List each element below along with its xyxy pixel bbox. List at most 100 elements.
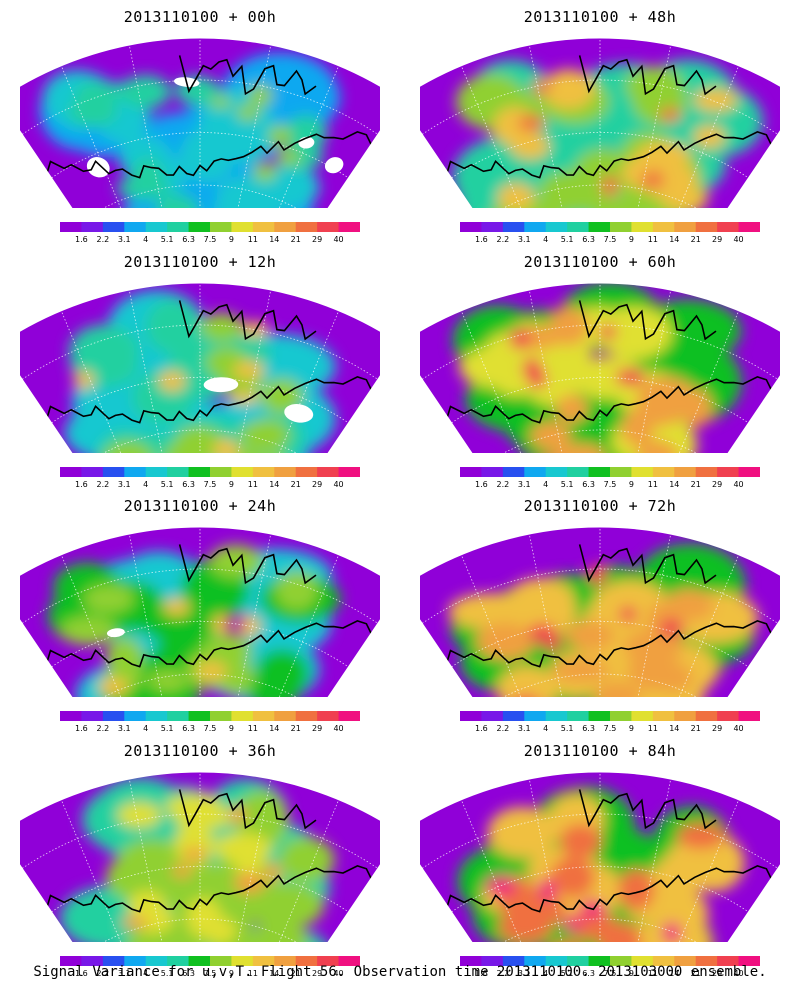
coastline (46, 55, 372, 179)
colorbar-bin (610, 222, 632, 232)
colorbar-bin (738, 222, 760, 232)
map-panel: 2013110100 + 84h 1.6 2.2 3.1 4 5.1 6.3 7.5 9 11 14… (400, 734, 800, 979)
colorbar-tick-label: 40 (733, 724, 743, 733)
colorbar-bin (460, 956, 482, 966)
colorbar-tick-label: 40 (333, 235, 343, 244)
colorbar-bin (145, 711, 168, 721)
panel-title: 2013110100 + 60h (523, 253, 677, 271)
colorbar-bin (610, 956, 632, 966)
colorbar-tick-label: 21 (691, 724, 701, 733)
colorbar-tick-label: 14 (669, 969, 679, 978)
colorbar-bin (652, 956, 675, 966)
colorbar-bin (588, 956, 611, 966)
colorbar-tick-label: 5.1 (161, 724, 174, 733)
colorbar-bin (695, 956, 718, 966)
colorbar-bin (652, 222, 675, 232)
colorbar-bin (738, 956, 760, 966)
map-outline (20, 282, 380, 453)
colorbar-bin (738, 711, 760, 721)
map-panel: 2013110100 + 36h 1.6 2.2 3.1 4 5.1 6.3 7.5 9 11 14… (0, 734, 400, 979)
colorbar-bin (717, 711, 740, 721)
colorbar-bin (295, 467, 318, 477)
colorbar-bin (102, 956, 125, 966)
colorbar-bin (252, 711, 275, 721)
colorbar-tick-label: 1.6 (75, 480, 88, 489)
colorbar: 1.6 2.2 3.1 4 5.1 6.3 7.5 9 11 14 21 29 40 (460, 956, 760, 978)
coastline (446, 544, 772, 668)
panel-title: 2013110100 + 72h (523, 497, 677, 515)
colorbar-tick-label: 40 (333, 480, 343, 489)
colorbar-tick-label: 4 (543, 480, 548, 489)
map-panel: 2013110100 + 00h 1.6 2.2 3.1 4 5.1 6.3 7.5 9 11 14… (0, 0, 400, 245)
colorbar-tick-label: 14 (669, 480, 679, 489)
variance-map (420, 37, 780, 208)
map-panel: 2013110100 + 48h 1.6 2.2 3.1 4 5.1 6.3 7.5 9 11 14… (400, 0, 800, 245)
colorbar-bin (295, 711, 318, 721)
colorbar-bin (524, 711, 547, 721)
colorbar-tick-label: 6.3 (582, 724, 595, 733)
colorbar-tick-label: 14 (269, 480, 279, 489)
colorbar-bin (338, 222, 360, 232)
colorbar-tick-label: 5.1 (561, 235, 574, 244)
colorbar-bin (60, 956, 82, 966)
colorbar-bin (338, 467, 360, 477)
colorbar-bin (717, 956, 740, 966)
colorbar-tick-label: 2.2 (496, 235, 509, 244)
colorbar: 1.6 2.2 3.1 4 5.1 6.3 7.5 9 11 14 21 29 40 (60, 222, 360, 244)
colorbar-bin (588, 711, 611, 721)
colorbar-bin (631, 222, 654, 232)
colorbar-tick-label: 29 (312, 969, 322, 978)
colorbar-tick-label: 29 (312, 480, 322, 489)
coastline (446, 789, 772, 913)
map-panel: 2013110100 + 24h 1.6 2.2 3.1 4 5.1 6.3 7.5 9 11 14… (0, 489, 400, 734)
panel-title: 2013110100 + 12h (123, 253, 277, 271)
colorbar-bin (102, 222, 125, 232)
colorbar-tick-label: 21 (291, 724, 301, 733)
variance-field (420, 282, 780, 453)
colorbar-bin (231, 467, 254, 477)
variance-field (20, 772, 380, 942)
colorbar-bin (631, 711, 654, 721)
colorbar-tick-label: 40 (733, 235, 743, 244)
colorbar-bin (502, 711, 525, 721)
colorbar-tick-label: 4 (143, 235, 148, 244)
colorbar-tick-label: 2.2 (496, 480, 509, 489)
coastline (46, 300, 372, 424)
colorbar-bin (124, 956, 147, 966)
colorbar-bin (567, 222, 590, 232)
map-outline (20, 37, 380, 208)
colorbar-bin (274, 467, 297, 477)
colorbar-bin (502, 467, 525, 477)
colorbar-tick-label: 2.2 (96, 480, 109, 489)
colorbar-bin (588, 467, 611, 477)
colorbar-tick-label: 29 (712, 724, 722, 733)
colorbar: 1.6 2.2 3.1 4 5.1 6.3 7.5 9 11 14 21 29 40 (460, 467, 760, 489)
colorbar-bin (210, 956, 232, 966)
map-panel: 2013110100 + 12h 1.6 2.2 3.1 4 5.1 6.3 7.5 9 11 14… (0, 245, 400, 490)
colorbar-tick-label: 3.1 (518, 480, 531, 489)
panel-title: 2013110100 + 00h (123, 8, 277, 26)
colorbar-bin (338, 711, 360, 721)
colorbar-bin (317, 956, 340, 966)
colorbar-tick-label: 1.6 (475, 235, 488, 244)
colorbar-tick-label: 1.6 (75, 969, 88, 978)
colorbar-tick-label: 9 (629, 480, 634, 489)
colorbar-tick-label: 7.5 (604, 480, 617, 489)
colorbar-bin (188, 467, 211, 477)
colorbar-tick-label: 40 (333, 969, 343, 978)
colorbar-tick-label: 9 (629, 235, 634, 244)
colorbar-tick-label: 6.3 (182, 235, 195, 244)
panel-title: 2013110100 + 24h (123, 497, 277, 515)
colorbar-bin (188, 711, 211, 721)
colorbar-tick-label: 3.1 (118, 969, 131, 978)
colorbar-tick-label: 7.5 (604, 724, 617, 733)
colorbar-tick-label: 1.6 (475, 724, 488, 733)
missing-data-patch (203, 377, 239, 393)
colorbar-tick-label: 11 (248, 969, 258, 978)
colorbar-tick-label: 5.1 (561, 724, 574, 733)
colorbar-bin (460, 711, 482, 721)
colorbar-tick-label: 7.5 (204, 480, 217, 489)
colorbar-tick-label: 5.1 (561, 480, 574, 489)
colorbar-bin (674, 467, 697, 477)
colorbar-bin (145, 467, 168, 477)
